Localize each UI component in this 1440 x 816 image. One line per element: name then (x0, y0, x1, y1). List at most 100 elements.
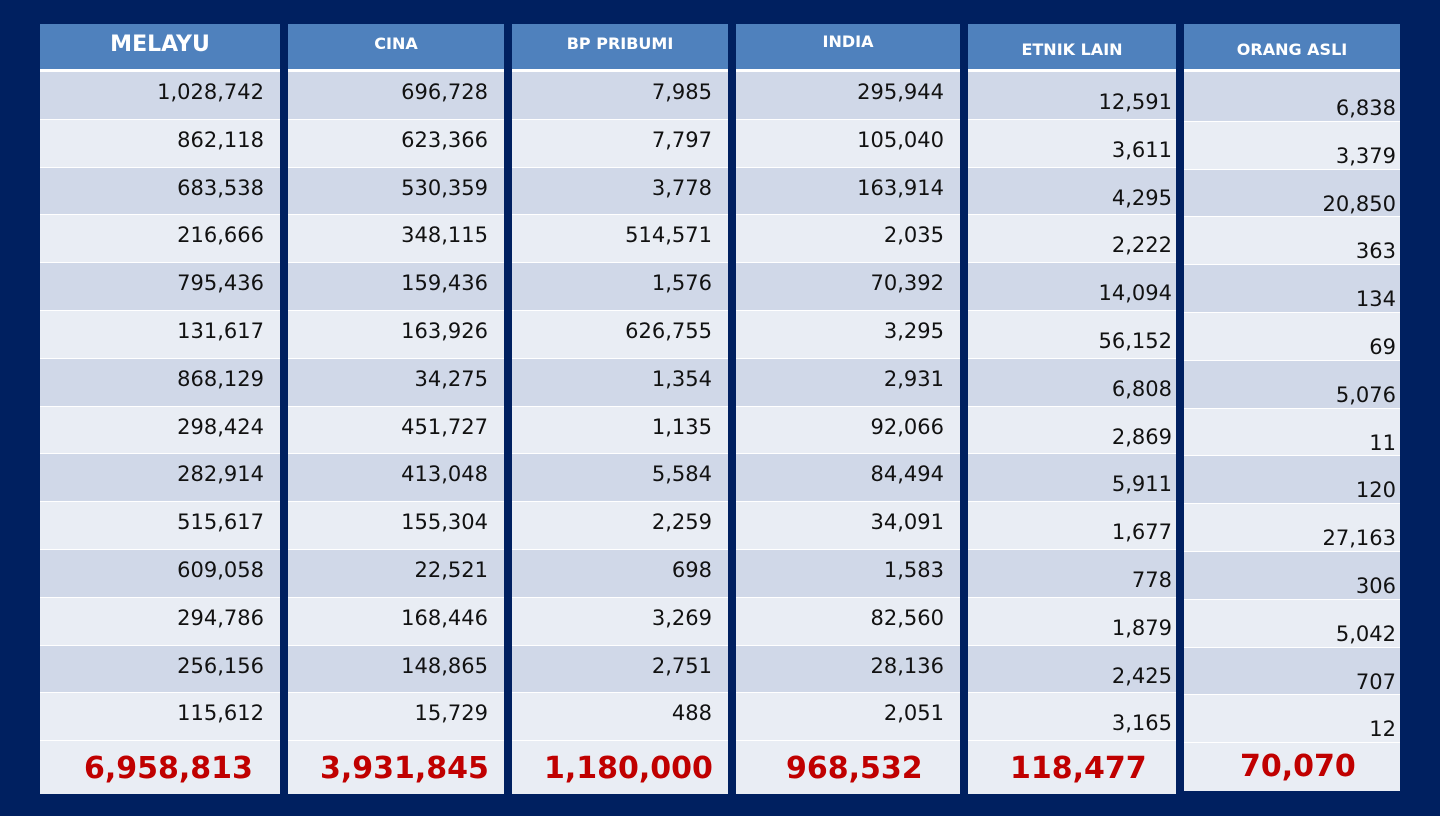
table-cell: 12,591 (968, 72, 1176, 120)
column-header: BP PRIBUMI (512, 24, 728, 72)
table-cell: 163,914 (736, 167, 960, 216)
table-cell: 1,576 (512, 263, 728, 311)
table-cell: 12 (1184, 695, 1400, 744)
table-cell: 282,914 (40, 454, 280, 503)
table-cell: 159,436 (288, 263, 504, 311)
column-header: ETNIK LAIN (968, 24, 1176, 72)
table-cell: 5,911 (968, 454, 1176, 503)
table-cell: 1,583 (736, 549, 960, 598)
table-cell: 609,058 (40, 549, 280, 598)
table-cell: 7,985 (512, 72, 728, 120)
total-value: 3,931,845 (320, 751, 489, 787)
table-cell: 7,797 (512, 119, 728, 168)
table-cell: 3,778 (512, 167, 728, 216)
table-cell: 3,611 (968, 119, 1176, 168)
table-cell: 298,424 (40, 406, 280, 455)
table-cell: 1,028,742 (40, 72, 280, 120)
table-cell: 1,354 (512, 358, 728, 407)
table-cell: 34,275 (288, 358, 504, 407)
column-total: 70,070 (1184, 743, 1400, 792)
column-total: 3,931,845 (288, 741, 504, 795)
column-total: 6,958,813 (40, 741, 280, 795)
table-cell: 2,051 (736, 693, 960, 742)
table-cell: 683,538 (40, 167, 280, 216)
table-cell: 69 (1184, 312, 1400, 361)
table-cell: 306 (1184, 551, 1400, 600)
table-cell: 5,076 (1184, 360, 1400, 409)
column-total: 118,477 (968, 741, 1176, 795)
table-cell: 294,786 (40, 597, 280, 646)
table-cell: 795,436 (40, 263, 280, 311)
column-melayu: MELAYU 1,028,742 862,118 683,538 216,666 795,… (40, 24, 280, 795)
table-cell: 6,838 (1184, 72, 1400, 122)
table-cell: 168,446 (288, 597, 504, 646)
table-cell: 696,728 (288, 72, 504, 120)
table-cell: 3,165 (968, 693, 1176, 742)
table-cell: 3,295 (736, 310, 960, 359)
column-header: MELAYU (40, 24, 280, 72)
table-cell: 2,751 (512, 645, 728, 694)
table-cell: 5,584 (512, 454, 728, 503)
table-cell: 4,295 (968, 167, 1176, 216)
column-india: INDIA 295,944 105,040 163,914 2,035 70,392 3,2… (736, 24, 960, 795)
column-bp-pribumi: BP PRIBUMI 7,985 7,797 3,778 514,571 1,576 626… (512, 24, 728, 795)
table-cell: 862,118 (40, 119, 280, 168)
total-value: 6,958,813 (84, 751, 253, 787)
table-cell: 451,727 (288, 406, 504, 455)
table-cell: 84,494 (736, 454, 960, 503)
table-cell: 131,617 (40, 310, 280, 359)
table-cell: 15,729 (288, 693, 504, 742)
total-value: 968,532 (786, 751, 923, 787)
table-cell: 163,926 (288, 310, 504, 359)
table-cell: 22,521 (288, 549, 504, 598)
table-cell: 515,617 (40, 502, 280, 550)
total-value: 1,180,000 (544, 751, 713, 787)
table-cell: 626,755 (512, 310, 728, 359)
table-cell: 295,944 (736, 72, 960, 120)
table-cell: 3,269 (512, 597, 728, 646)
column-etnik-lain: ETNIK LAIN 12,591 3,611 4,295 2,222 14,094 56,… (968, 24, 1176, 795)
table-cell: 488 (512, 693, 728, 742)
table-cell: 623,366 (288, 119, 504, 168)
table-cell: 105,040 (736, 119, 960, 168)
table-cell: 348,115 (288, 215, 504, 264)
table-cell: 92,066 (736, 406, 960, 455)
table-cell: 868,129 (40, 358, 280, 407)
column-header: INDIA (736, 24, 960, 72)
table-cell: 27,163 (1184, 504, 1400, 552)
column-header: CINA (288, 24, 504, 72)
table-cell: 34,091 (736, 502, 960, 550)
table-cell: 2,035 (736, 215, 960, 264)
table-cell: 155,304 (288, 502, 504, 550)
table-cell: 256,156 (40, 645, 280, 694)
table-cell: 6,808 (968, 358, 1176, 407)
table-cell: 148,865 (288, 645, 504, 694)
column-orang-asli: ORANG ASLI 6,838 3,379 20,850 363 134 69 5,076 1… (1184, 24, 1400, 792)
table-cell: 134 (1184, 265, 1400, 313)
table-cell: 2,931 (736, 358, 960, 407)
table-cell: 82,560 (736, 597, 960, 646)
table-cell: 20,850 (1184, 169, 1400, 218)
table-cell: 56,152 (968, 310, 1176, 359)
column-total: 1,180,000 (512, 741, 728, 795)
table-cell: 3,379 (1184, 121, 1400, 170)
table-cell: 514,571 (512, 215, 728, 264)
table-cell: 2,259 (512, 502, 728, 550)
table-cell: 1,677 (968, 502, 1176, 550)
table-cell: 120 (1184, 456, 1400, 505)
table-cell: 11 (1184, 408, 1400, 457)
table-cell: 698 (512, 549, 728, 598)
table-cell: 28,136 (736, 645, 960, 694)
table-cell: 70,392 (736, 263, 960, 311)
table-cell: 2,869 (968, 406, 1176, 455)
column-header: ORANG ASLI (1184, 24, 1400, 72)
column-cina: CINA 696,728 623,366 530,359 348,115 159,436 1… (288, 24, 504, 795)
total-value: 70,070 (1240, 749, 1356, 785)
column-total: 968,532 (736, 741, 960, 795)
table-cell: 707 (1184, 647, 1400, 696)
table-cell: 363 (1184, 217, 1400, 266)
table-cell: 530,359 (288, 167, 504, 216)
table-cell: 778 (968, 549, 1176, 598)
table-cell: 1,879 (968, 597, 1176, 646)
